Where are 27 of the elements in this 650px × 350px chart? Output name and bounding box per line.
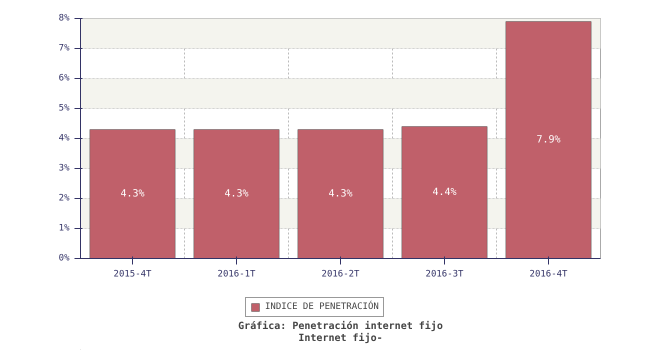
y-tick-label: 6% <box>58 74 70 84</box>
bar <box>194 129 280 258</box>
y-tick-label: 3% <box>58 164 70 174</box>
y-tick-label: 2% <box>58 194 70 204</box>
x-tick-label: 2016-2T <box>322 270 360 280</box>
y-tick-label: 4% <box>58 134 70 144</box>
data-label: 4.3% <box>120 188 145 200</box>
bar <box>402 126 488 258</box>
legend-label: INDICE DE PENETRACIÓN <box>265 302 379 312</box>
x-tick-label: 2016-1T <box>218 270 256 280</box>
bar <box>506 21 592 258</box>
data-label: 7.9% <box>536 134 561 146</box>
data-label: 4.3% <box>328 188 353 200</box>
y-tick-label: 8% <box>58 14 70 24</box>
y-tick-label: 0% <box>58 254 70 264</box>
text: Internet fijo- <box>298 332 383 344</box>
y-tick-label: 5% <box>58 104 70 114</box>
data-label: 4.4% <box>432 187 457 198</box>
x-tick-label: 2016-4T <box>530 270 568 280</box>
x-tick-label: 2016-3T <box>426 270 464 280</box>
text: Gráfica: Penetración internet fijo <box>238 320 443 332</box>
y-tick-label: 7% <box>58 44 70 54</box>
bar <box>298 129 384 258</box>
y-tick-label: 1% <box>58 224 70 234</box>
x-tick-label: 2015-4T <box>114 270 152 280</box>
bar <box>90 129 176 258</box>
data-label: 4.3% <box>224 188 249 200</box>
